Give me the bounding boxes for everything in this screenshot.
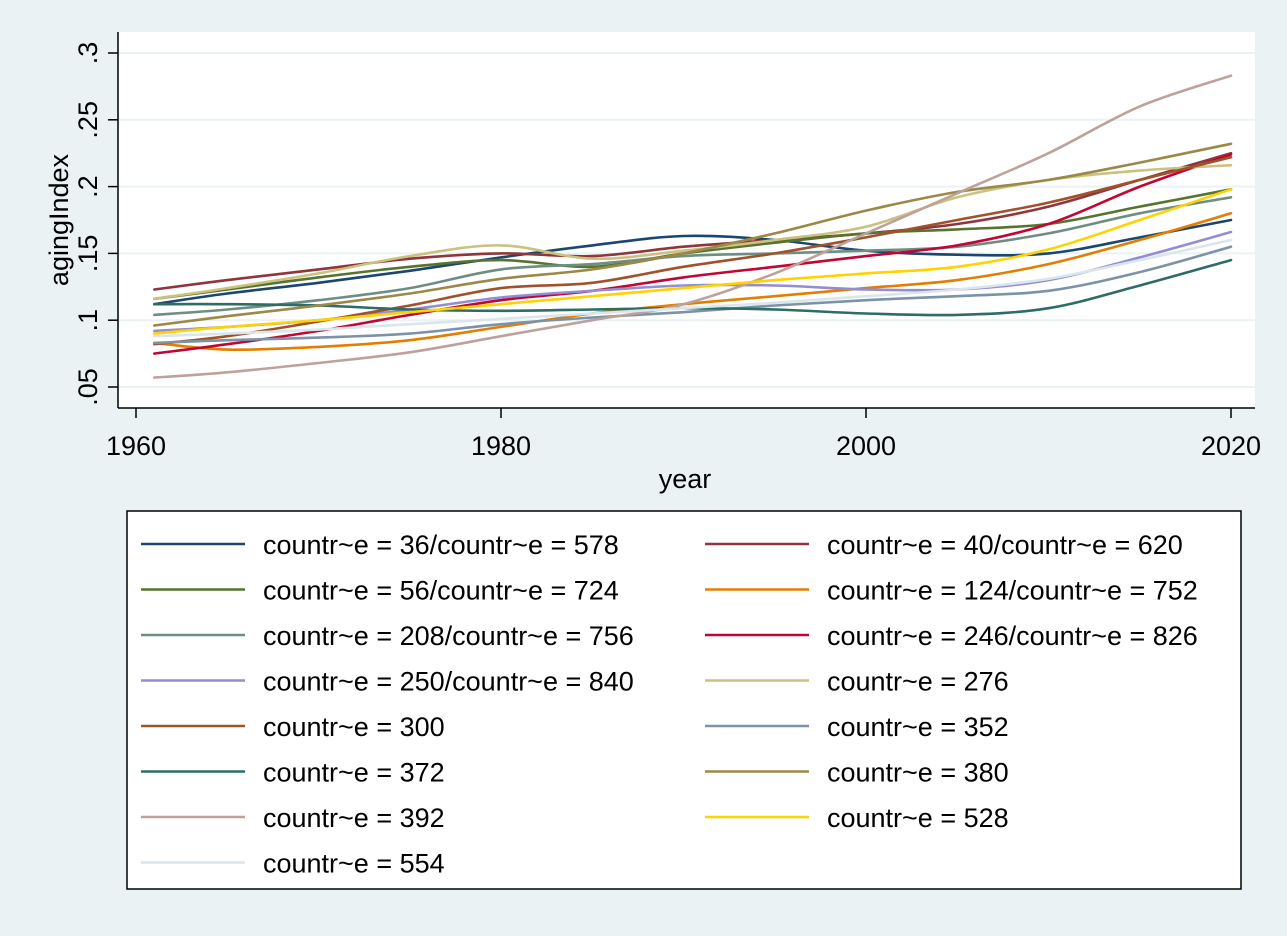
series-line-10 (153, 245, 1233, 345)
series-line-14 (153, 188, 1233, 335)
y-tick-label: .3 (73, 42, 103, 65)
y-axis-title: agingIndex (44, 153, 74, 286)
x-tick-label: 2000 (836, 431, 896, 461)
y-tick-label: .1 (73, 309, 103, 332)
legend-box (126, 510, 1242, 890)
x-axis-title: year (659, 464, 712, 494)
legend-label: countr~e = 276 (827, 667, 1009, 697)
y-tick-label: .25 (73, 101, 103, 139)
legend-label: countr~e = 56/countr~e = 724 (263, 576, 619, 606)
legend-label: countr~e = 528 (827, 803, 1009, 833)
series-line-1 (153, 218, 1233, 306)
series-lines (153, 74, 1233, 379)
legend-label: countr~e = 246/countr~e = 826 (827, 621, 1198, 651)
legend-label: countr~e = 250/countr~e = 840 (263, 667, 634, 697)
legend-label: countr~e = 124/countr~e = 752 (827, 576, 1198, 606)
legend-label: countr~e = 40/countr~e = 620 (827, 530, 1183, 560)
legend-label: countr~e = 380 (827, 758, 1009, 788)
series-line-2 (153, 151, 1233, 291)
legend-label: countr~e = 300 (263, 712, 445, 742)
legend-label: countr~e = 392 (263, 803, 445, 833)
plot-area (118, 32, 1255, 408)
legend-label: countr~e = 372 (263, 758, 445, 788)
y-tick-label: .2 (73, 175, 103, 198)
legend-label: countr~e = 352 (827, 712, 1009, 742)
series-line-12 (153, 142, 1233, 327)
axes: .05 .1 .15 .2 .25 .3 1960 1980 2000 2020 (73, 32, 1261, 461)
series-line-15 (153, 238, 1233, 338)
series-line-13 (153, 74, 1233, 379)
legend: countr~e = 36/countr~e = 578 countr~e = 4… (141, 530, 1198, 879)
legend-label: countr~e = 208/countr~e = 756 (263, 621, 634, 651)
legend-label: countr~e = 554 (263, 849, 445, 879)
y-tick-label: .15 (73, 235, 103, 273)
x-tick-label: 2020 (1201, 431, 1261, 461)
legend-label: countr~e = 36/countr~e = 578 (263, 530, 619, 560)
series-line-5 (153, 196, 1233, 317)
x-tick-label: 1980 (471, 431, 531, 461)
y-tick-label: .05 (73, 368, 103, 406)
x-tick-label: 1960 (106, 431, 166, 461)
